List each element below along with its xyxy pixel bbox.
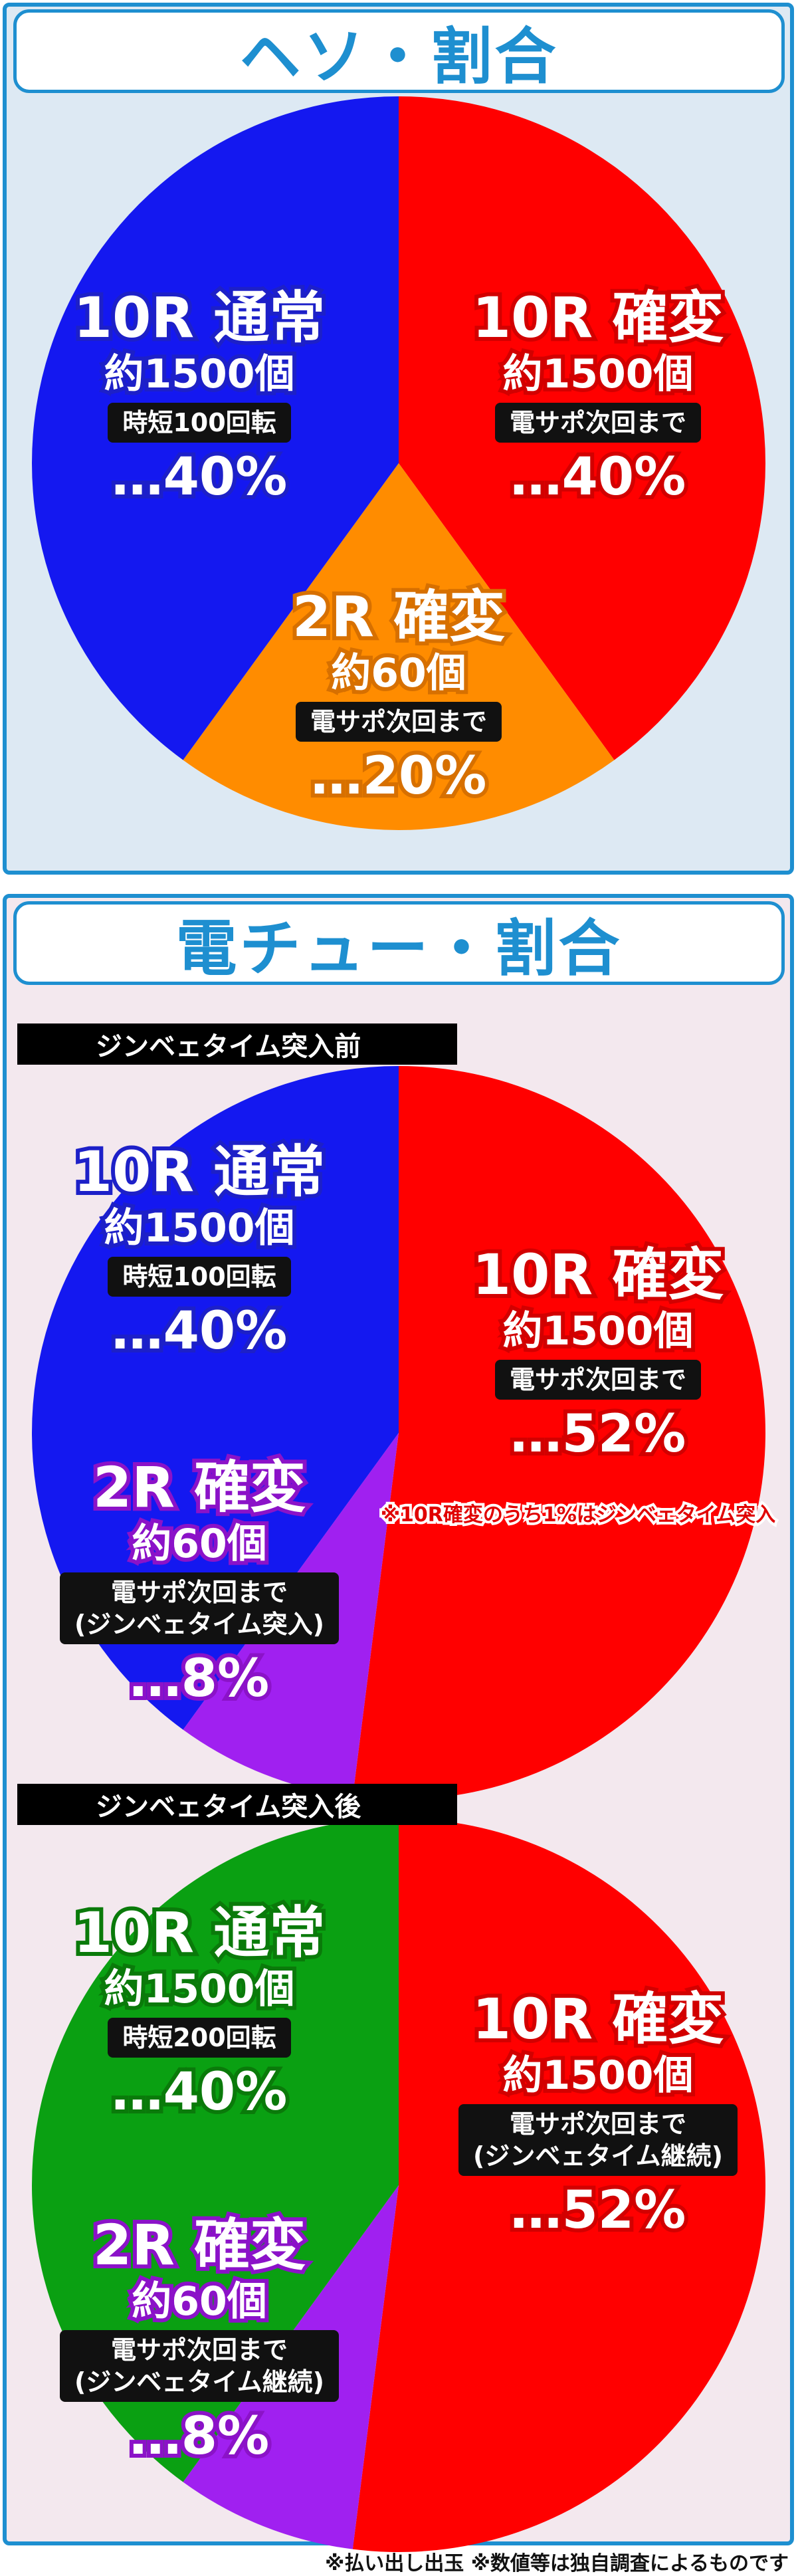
slice-label: 10R 確変 約1500個 電サポ次回まで (ジンベェタイム継続) …52% xyxy=(392,1983,798,2244)
slice-label: 10R 確変 約1500個 電サポ次回まで …40% xyxy=(392,282,798,511)
slice-title: 10R 確変 xyxy=(468,1983,728,2055)
slice-title: 10R 確変 xyxy=(468,1239,728,1311)
slice-title: 2R 確変 xyxy=(288,581,509,653)
slice-label: 2R 確変 約60個 電サポ次回まで (ジンベェタイム突入) …8% xyxy=(0,1451,405,1713)
slice-payout: 約1500個 xyxy=(499,1304,698,1358)
slice-detail-badge: 電サポ次回まで xyxy=(494,403,701,443)
slice-label: 10R 通常 約1500個 時短100回転 …40% xyxy=(0,282,405,511)
slice-label: 10R 通常 約1500個 時短200回転 …40% xyxy=(0,1897,405,2126)
slice-percent: …40% xyxy=(108,443,292,511)
slice-title: 10R 通常 xyxy=(70,282,330,354)
pie-slice xyxy=(32,1818,399,2482)
pie-slice xyxy=(352,1066,766,1800)
slice-payout: 約60個 xyxy=(128,2274,271,2329)
slice-detail-badge: 時短200回転 xyxy=(108,2018,291,2058)
slice-percent: …20% xyxy=(307,742,491,810)
footer-text: ※払い出し出玉 ※数値等は独自調査によるものです xyxy=(325,2552,789,2575)
slice-title: 10R 通常 xyxy=(70,1897,330,1969)
slice-detail-badge: 時短100回転 xyxy=(108,403,291,443)
slice-title: 10R 通常 xyxy=(70,1136,330,1208)
slice-title: 2R 確変 xyxy=(89,1451,310,1523)
slice-percent: …52% xyxy=(506,2177,690,2244)
slice-percent: …40% xyxy=(506,443,690,511)
pie-slice xyxy=(183,463,615,831)
slice-detail-badge: 電サポ次回まで (ジンベェタイム継続) xyxy=(458,2104,738,2176)
slice-percent: …40% xyxy=(108,2058,292,2126)
denchu-title: 電チュー・割合 xyxy=(13,901,785,985)
slice-payout: 約1500個 xyxy=(499,2048,698,2103)
denchu-bar-after: ジンベェタイム突入後 xyxy=(17,1784,457,1825)
pie-slice xyxy=(32,1066,399,1730)
slice-detail-badge: 電サポ次回まで xyxy=(494,1360,701,1400)
slice-detail-badge: 電サポ次回まで (ジンベェタイム継続) xyxy=(60,2330,339,2402)
slice-label: 2R 確変 約60個 電サポ次回まで (ジンベェタイム継続) …8% xyxy=(0,2209,405,2470)
slice-payout: 約60個 xyxy=(128,1517,271,1571)
slice-percent: …52% xyxy=(506,1400,690,1468)
slice-payout: 約1500個 xyxy=(100,347,299,401)
slice-payout: 約1500個 xyxy=(499,347,698,401)
slice-label: 2R 確変 約60個 電サポ次回まで …20% xyxy=(193,581,605,810)
note-text: ※10R確変のうち1%はジンベェタイム突入 xyxy=(378,1501,778,1529)
slice-detail-badge: 電サポ次回まで (ジンベェタイム突入) xyxy=(60,1572,339,1644)
slice-title: 2R 確変 xyxy=(89,2209,310,2281)
slice-percent: …8% xyxy=(126,1645,273,1713)
slice-detail-badge: 時短100回転 xyxy=(108,1257,291,1297)
slice-title: 10R 確変 xyxy=(468,282,728,354)
heso-title: ヘソ・割合 xyxy=(13,9,785,93)
denchu-bar-before: ジンベェタイム突入前 xyxy=(17,1023,457,1065)
pie-slice xyxy=(352,1818,766,2552)
slice-payout: 約1500個 xyxy=(100,1962,299,2016)
slice-percent: …40% xyxy=(108,1297,292,1365)
slice-payout: 約1500個 xyxy=(100,1201,299,1255)
slice-payout: 約60個 xyxy=(327,646,470,700)
slice-label: 10R 通常 約1500個 時短100回転 …40% xyxy=(0,1136,405,1365)
slice-percent: …8% xyxy=(126,2403,273,2470)
slice-label: 10R 確変 約1500個 電サポ次回まで …52% xyxy=(392,1239,798,1468)
slice-detail-badge: 電サポ次回まで xyxy=(295,702,502,742)
